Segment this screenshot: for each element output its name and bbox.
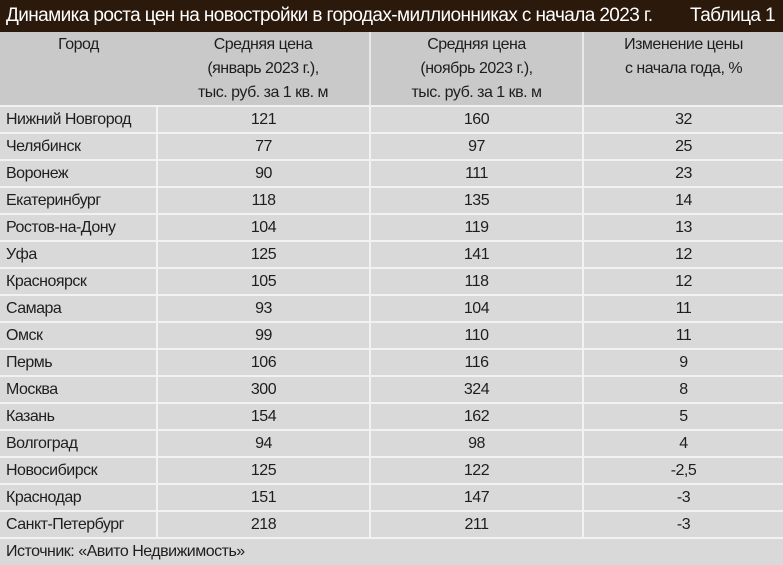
table-row: Москва 300 324 8: [0, 375, 783, 403]
column-header-line: с начала года, %: [624, 60, 743, 77]
value-cell: 160: [369, 105, 583, 133]
city-cell: Воронеж: [0, 159, 157, 187]
value-cell: 4: [582, 429, 783, 457]
value-cell: 105: [156, 267, 370, 295]
value-cell: 111: [369, 159, 583, 187]
value-cell: 118: [156, 186, 370, 214]
value-cell: 147: [369, 483, 583, 511]
value-cell: -3: [582, 510, 783, 537]
table-number: Таблица 1: [690, 5, 776, 26]
value-cell: 25: [582, 132, 783, 160]
value-cell: 218: [156, 510, 370, 537]
column-header-line: тыс. руб. за 1 кв. м: [197, 84, 329, 101]
city-cell: Краснодар: [0, 483, 157, 511]
city-cell: Екатеринбург: [0, 186, 157, 214]
value-cell: 211: [369, 510, 583, 537]
table-row: Волгоград 94 98 4: [0, 429, 783, 457]
city-cell: Омск: [0, 321, 157, 349]
value-cell: 151: [156, 483, 370, 511]
table-row: Казань 154 162 5: [0, 402, 783, 430]
value-cell: 97: [369, 132, 583, 160]
column-header-line: Средняя цена: [213, 36, 313, 53]
table-row: Челябинск 77 97 25: [0, 132, 783, 160]
value-cell: 93: [156, 294, 370, 322]
city-cell: Пермь: [0, 348, 157, 376]
column-header: Средняя цена (ноябрь 2023 г.), тыс. руб. з…: [369, 32, 583, 107]
value-cell: 13: [582, 213, 783, 241]
table-row: Краснодар 151 147 -3: [0, 483, 783, 511]
city-cell: Самара: [0, 294, 157, 322]
table-title: Динамика роста цен на новостройки в горо…: [6, 5, 653, 26]
value-cell: 116: [369, 348, 583, 376]
value-cell: 90: [156, 159, 370, 187]
table-row: Пермь 106 116 9: [0, 348, 783, 376]
table-row: Самара 93 104 11: [0, 294, 783, 322]
value-cell: 11: [582, 294, 783, 322]
city-cell: Москва: [0, 375, 157, 403]
value-cell: 122: [369, 456, 583, 484]
city-cell: Красноярск: [0, 267, 157, 295]
value-cell: 106: [156, 348, 370, 376]
table-row: Ростов-на-Дону 104 119 13: [0, 213, 783, 241]
value-cell: 14: [582, 186, 783, 214]
value-cell: 12: [582, 267, 783, 295]
value-cell: 324: [369, 375, 583, 403]
price-table: Город Средняя цена (январь 2023 г.), тыс. р…: [0, 32, 783, 537]
table-row: Новосибирск 125 122 -2,5: [0, 456, 783, 484]
city-cell: Волгоград: [0, 429, 157, 457]
table-row: Санкт-Петербург 218 211 -3: [0, 510, 783, 537]
value-cell: 5: [582, 402, 783, 430]
value-cell: 9: [582, 348, 783, 376]
table-row: Омск 99 110 11: [0, 321, 783, 349]
table-row: Уфа 125 141 12: [0, 240, 783, 268]
value-cell: 125: [156, 456, 370, 484]
column-header-line: (январь 2023 г.),: [207, 60, 319, 77]
value-cell: 77: [156, 132, 370, 160]
value-cell: 104: [369, 294, 583, 322]
value-cell: 300: [156, 375, 370, 403]
column-header-line: (ноябрь 2023 г.),: [420, 60, 533, 77]
table-title-bar: Динамика роста цен на новостройки в горо…: [0, 0, 783, 32]
table-row: Екатеринбург 118 135 14: [0, 186, 783, 214]
city-cell: Челябинск: [0, 132, 157, 160]
column-header: Изменение цены с начала года, %: [582, 32, 783, 107]
value-cell: 8: [582, 375, 783, 403]
city-cell: Нижний Новгород: [0, 105, 157, 133]
table-row: Красноярск 105 118 12: [0, 267, 783, 295]
value-cell: 118: [369, 267, 583, 295]
city-cell: Казань: [0, 402, 157, 430]
table-row: Нижний Новгород 121 160 32: [0, 105, 783, 133]
value-cell: 11: [582, 321, 783, 349]
value-cell: 125: [156, 240, 370, 268]
table-row: Воронеж 90 111 23: [0, 159, 783, 187]
value-cell: 119: [369, 213, 583, 241]
value-cell: 12: [582, 240, 783, 268]
header-row: Город Средняя цена (январь 2023 г.), тыс. р…: [0, 32, 783, 107]
column-header: Город: [0, 32, 157, 107]
column-header: Средняя цена (январь 2023 г.), тыс. руб. з…: [157, 32, 370, 107]
value-cell: 141: [369, 240, 583, 268]
city-cell: Ростов-на-Дону: [0, 213, 157, 241]
city-cell: Санкт-Петербург: [0, 510, 157, 537]
value-cell: 104: [156, 213, 370, 241]
value-cell: 99: [156, 321, 370, 349]
value-cell: 110: [369, 321, 583, 349]
source-note: Источник: «Авито Недвижимость»: [0, 537, 783, 564]
value-cell: 94: [156, 429, 370, 457]
column-header-line: Средняя цена: [427, 36, 526, 53]
column-header-line: тыс. руб. за 1 кв. м: [411, 84, 542, 101]
value-cell: 135: [369, 186, 583, 214]
city-cell: Новосибирск: [0, 456, 157, 484]
value-cell: -3: [582, 483, 783, 511]
value-cell: -2,5: [582, 456, 783, 484]
column-header-line: Город: [58, 36, 99, 53]
value-cell: 32: [582, 105, 783, 133]
city-cell: Уфа: [0, 240, 157, 268]
column-header-line: Изменение цены: [624, 36, 743, 53]
value-cell: 162: [369, 402, 583, 430]
value-cell: 98: [369, 429, 583, 457]
value-cell: 23: [582, 159, 783, 187]
value-cell: 154: [156, 402, 370, 430]
value-cell: 121: [156, 105, 370, 133]
